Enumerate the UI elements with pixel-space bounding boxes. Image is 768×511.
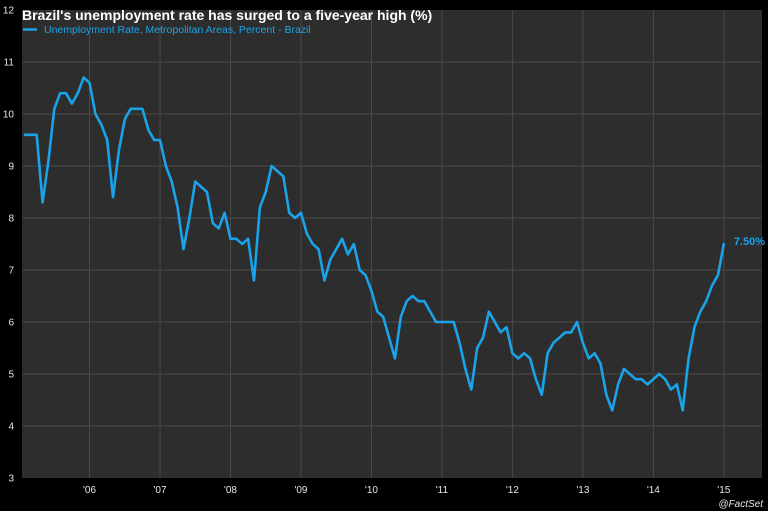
y-tick-label: 4 [8, 422, 14, 433]
y-tick-label: 11 [4, 58, 15, 69]
y-tick-label: 10 [3, 110, 15, 121]
y-tick-label: 6 [8, 318, 14, 329]
legend-entry-unemployment-rate: Unemployment Rate, Metropolitan Areas, P… [44, 24, 311, 36]
legend: Unemployment Rate, Metropolitan Areas, P… [23, 24, 311, 36]
x-tick-label: '11 [436, 485, 449, 496]
source-label: @FactSet [718, 499, 764, 510]
x-axis-ticks: '06 '07 '08 '09 '10 '11 '12 '13 '14 '15 [83, 485, 731, 496]
x-tick-label: '09 [294, 485, 307, 496]
y-axis-ticks: 3 4 5 6 7 8 9 10 11 12 [3, 6, 15, 485]
x-tick-label: '12 [506, 485, 519, 496]
x-tick-label: '07 [153, 485, 166, 496]
y-tick-label: 7 [8, 266, 14, 277]
series-layer [23, 76, 726, 412]
x-tick-label: '06 [83, 485, 96, 496]
chart-title: Brazil's unemployment rate has surged to… [22, 7, 432, 23]
y-tick-label: 9 [8, 162, 14, 173]
plot-area [22, 10, 762, 478]
series-line-unemployment-rate [23, 76, 726, 412]
x-tick-label: '15 [717, 485, 730, 496]
y-tick-label: 5 [8, 370, 14, 381]
y-tick-label: 8 [8, 214, 14, 225]
end-value-label: 7.50% [734, 236, 765, 248]
x-tick-label: '10 [365, 485, 378, 496]
x-tick-label: '13 [576, 485, 589, 496]
x-tick-label: '14 [647, 485, 660, 496]
x-tick-label: '08 [224, 485, 237, 496]
y-tick-label: 3 [8, 474, 14, 485]
y-tick-label: 12 [3, 6, 15, 17]
